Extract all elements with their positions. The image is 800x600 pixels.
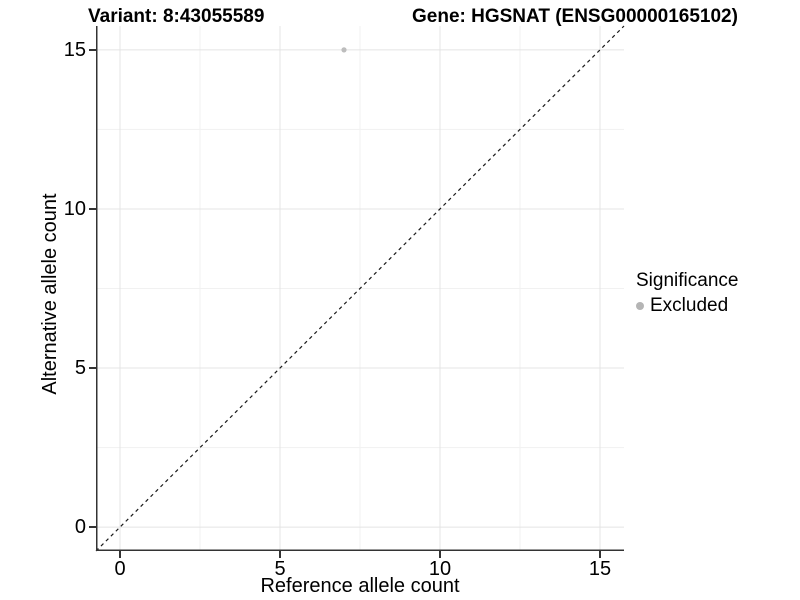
- y-axis-tick: [89, 49, 96, 51]
- y-tick-label: 15: [63, 38, 86, 61]
- y-tick-label: 5: [74, 357, 86, 380]
- plot-panel: 0 5 10 15 0 5 10 15: [64, 25, 625, 580]
- x-axis-tick: [599, 551, 601, 558]
- data-point: [341, 47, 347, 53]
- x-tick-label: 5: [274, 558, 286, 580]
- legend: Significance Excluded: [636, 270, 738, 317]
- legend-item-label: Excluded: [650, 295, 729, 316]
- y-axis-title: Alternative allele count: [39, 193, 61, 395]
- y-tick-label: 0: [74, 516, 86, 539]
- x-tick-label: 15: [588, 558, 612, 580]
- plot-title-gene: Gene: HGSNAT (ENSG00000165102): [412, 6, 738, 27]
- x-axis-tick: [439, 551, 441, 558]
- chart-canvas: [95, 25, 625, 552]
- legend-title: Significance: [636, 270, 739, 291]
- identity-dashed-line: [95, 25, 625, 552]
- x-axis-tick: [279, 551, 281, 558]
- legend-item-excluded: Excluded: [636, 295, 738, 317]
- y-axis-tick: [89, 526, 96, 528]
- x-tick-label: 10: [428, 558, 452, 580]
- x-axis-tick: [119, 551, 121, 558]
- plot-title-variant: Variant: 8:43055589: [88, 6, 265, 27]
- x-tick-label: 0: [114, 558, 126, 580]
- y-tick-label: 10: [63, 197, 86, 220]
- y-axis-tick: [89, 208, 96, 210]
- y-axis-tick: [89, 367, 96, 369]
- x-axis-title: Reference allele count: [260, 575, 460, 597]
- legend-point-icon: [636, 302, 644, 310]
